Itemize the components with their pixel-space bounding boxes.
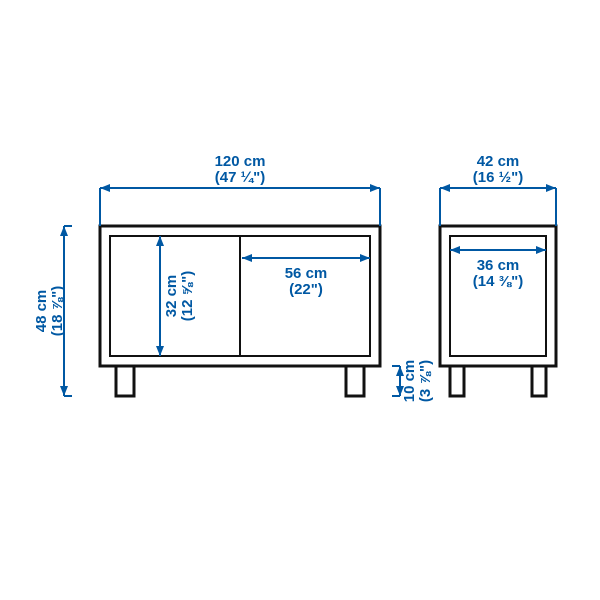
svg-text:48 cm: 48 cm (33, 290, 50, 333)
svg-text:120 cm: 120 cm (215, 153, 266, 170)
dimension-diagram: 120 cm(47 ¼") 56 cm(22") 32 cm(12 ⅝") 48 cm… (0, 0, 600, 600)
svg-text:(12 ⅝"): (12 ⅝") (179, 271, 196, 321)
svg-text:(18 ⅞"): (18 ⅞") (49, 286, 66, 336)
svg-text:(14 ⅜"): (14 ⅜") (473, 273, 523, 290)
svg-text:(16 ½"): (16 ½") (473, 169, 523, 186)
svg-text:(3 ⅞"): (3 ⅞") (417, 360, 434, 402)
svg-text:10 cm: 10 cm (401, 360, 418, 403)
svg-text:56 cm: 56 cm (285, 265, 328, 282)
svg-text:42 cm: 42 cm (477, 153, 520, 170)
svg-text:(22"): (22") (289, 281, 323, 298)
svg-text:36 cm: 36 cm (477, 257, 520, 274)
svg-text:(47 ¼"): (47 ¼") (215, 169, 265, 186)
svg-text:32 cm: 32 cm (163, 275, 180, 318)
